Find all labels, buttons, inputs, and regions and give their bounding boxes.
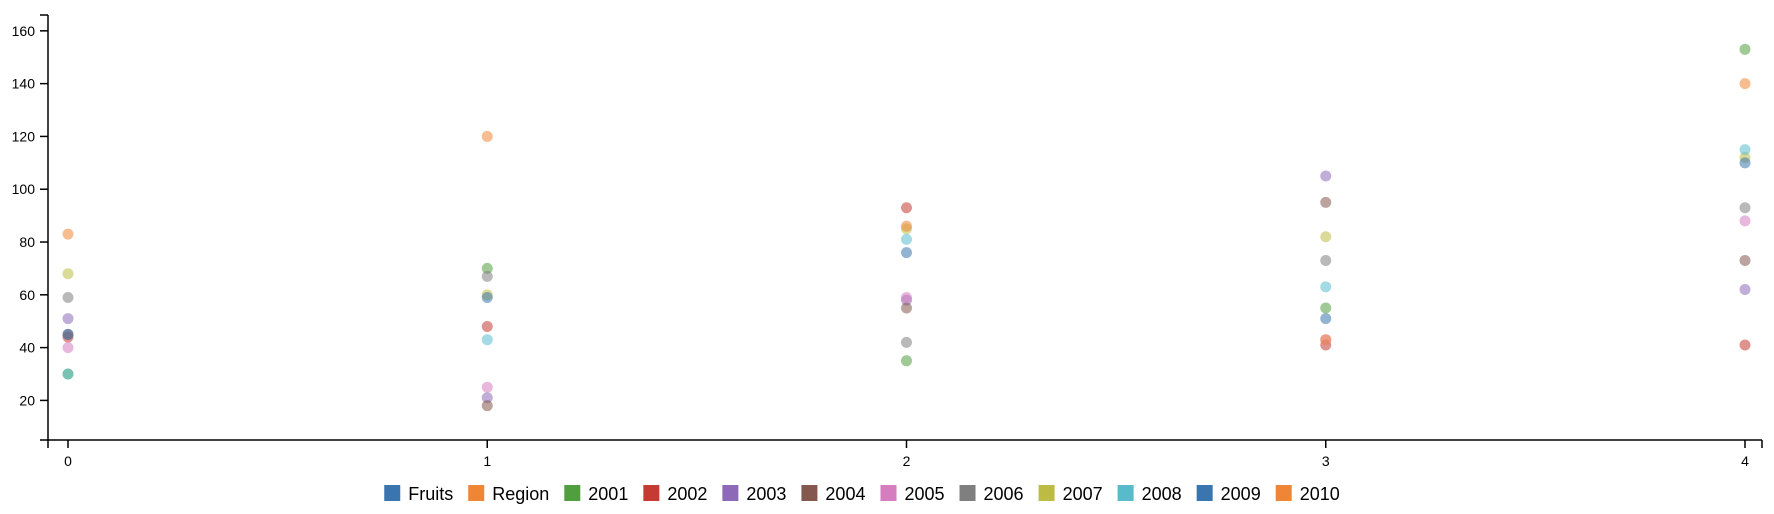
legend-item: 2005	[880, 484, 945, 504]
legend-label: 2008	[1142, 484, 1182, 504]
data-point-2010	[1739, 78, 1751, 90]
data-point-2005	[901, 291, 912, 303]
legend-item: 2010	[1275, 484, 1340, 504]
data-point-2009	[481, 291, 493, 303]
legend-swatch	[801, 485, 818, 501]
legend-label: 2003	[746, 484, 786, 504]
y-tick-label: 60	[19, 287, 35, 303]
data-point-2002	[481, 320, 493, 332]
data-point-2006	[481, 270, 493, 282]
y-ticks: 20 40 60 80 100 120 140 160	[12, 23, 48, 408]
legend-item: 2003	[722, 484, 786, 504]
data-point-2005	[62, 342, 74, 354]
y-axis	[40, 14, 49, 441]
x-tick-label: 4	[1741, 453, 1749, 469]
legend-label: 2001	[588, 484, 628, 504]
data-point-2006	[62, 291, 74, 303]
data-points	[62, 43, 1751, 412]
data-point-2009	[1320, 313, 1332, 325]
legend-item: 2004	[801, 484, 865, 504]
x-tick-label: 2	[903, 453, 911, 469]
data-point-2003	[62, 313, 74, 325]
legend-item: Fruits	[384, 484, 453, 504]
legend-swatch	[1196, 485, 1213, 501]
legend-swatch	[880, 485, 897, 501]
data-point-2009	[1739, 157, 1751, 169]
legend-swatch	[643, 485, 660, 501]
legend-swatch	[959, 485, 976, 501]
data-point-2008	[1739, 144, 1751, 156]
legend-swatch	[564, 485, 581, 501]
legend-item: 2009	[1196, 484, 1261, 504]
data-point-2007	[1320, 231, 1332, 243]
y-tick-label: 20	[19, 392, 35, 408]
data-point-2009	[62, 328, 74, 340]
data-point-2006	[901, 336, 912, 348]
data-point-2001	[1739, 43, 1751, 55]
x-tick-label: 0	[64, 453, 72, 469]
data-point-2009	[901, 247, 912, 259]
legend-swatch	[468, 485, 485, 501]
legend-item: 2006	[959, 484, 1024, 504]
x-ticks: 0 1 2 3 4	[64, 440, 1749, 469]
data-point-2010	[901, 220, 912, 232]
data-point-2007	[62, 268, 74, 280]
data-point-2005	[481, 381, 493, 393]
data-point-2005	[1739, 215, 1751, 227]
data-point-2010	[481, 130, 493, 142]
legend-label: 2006	[984, 484, 1024, 504]
legend-label: Region	[492, 484, 549, 504]
legend-swatch	[1038, 485, 1055, 501]
data-point-2008	[1320, 281, 1332, 293]
data-point-2008	[481, 334, 493, 346]
legend-swatch	[384, 485, 401, 501]
data-point-2001	[901, 355, 912, 367]
y-tick-label: 140	[12, 76, 36, 92]
legend-label: 2007	[1063, 484, 1103, 504]
legend-item: 2001	[564, 484, 628, 504]
legend-label: 2002	[667, 484, 707, 504]
data-point-2006	[1739, 202, 1751, 214]
legend-swatch	[1275, 485, 1292, 501]
legend: Fruits Region 2001 2002 2003 2004 2005 2006 2007…	[384, 484, 1340, 504]
data-point-2004	[1320, 196, 1332, 208]
data-point-2010	[1320, 334, 1332, 346]
data-point-2001	[1320, 302, 1332, 314]
legend-label: 2004	[825, 484, 865, 504]
data-point-2003	[1320, 170, 1332, 182]
legend-item: 2007	[1038, 484, 1103, 504]
data-point-2006	[1320, 254, 1332, 266]
data-point-2002	[901, 202, 912, 214]
legend-item: Region	[468, 484, 549, 504]
data-point-2008	[901, 233, 912, 245]
legend-item: 2002	[643, 484, 707, 504]
data-point-2004	[481, 400, 493, 412]
legend-label: 2010	[1300, 484, 1340, 504]
legend-swatch	[1117, 485, 1134, 501]
data-point-2001	[481, 262, 493, 274]
data-point-2003	[1739, 284, 1751, 296]
legend-swatch	[722, 485, 739, 501]
legend-label: 2005	[904, 484, 944, 504]
data-point-2003	[481, 392, 493, 404]
y-tick-label: 100	[12, 181, 36, 197]
x-axis	[47, 439, 1763, 448]
data-point-2004	[901, 302, 912, 314]
y-tick-label: 120	[12, 128, 36, 144]
y-tick-label: 40	[19, 340, 35, 356]
legend-label: 2009	[1221, 484, 1261, 504]
data-point-2004	[1739, 254, 1751, 266]
x-tick-label: 1	[483, 453, 491, 469]
data-point-2002	[1739, 339, 1751, 351]
legend-item: 2008	[1117, 484, 1182, 504]
data-point-2010	[62, 228, 74, 240]
y-tick-label: 80	[19, 234, 35, 250]
legend-label: Fruits	[408, 484, 453, 504]
y-tick-label: 160	[12, 23, 36, 39]
x-tick-label: 3	[1322, 453, 1330, 469]
data-point-2008	[62, 368, 74, 380]
